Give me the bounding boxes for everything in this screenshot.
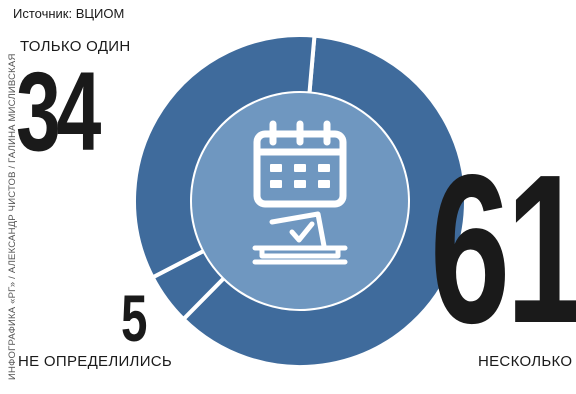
label-several: НЕСКОЛЬКО [478, 353, 573, 370]
value-undecided: 5 [121, 281, 147, 355]
label-only-one: ТОЛЬКО ОДИН [20, 38, 131, 55]
calendar-ballot-box-icon [252, 120, 348, 265]
value-only-one: 34 [16, 49, 101, 174]
value-several: 61 [430, 130, 576, 367]
source-note: Источник: ВЦИОМ [13, 6, 125, 21]
label-undecided: НЕ ОПРЕДЕЛИЛИСЬ [18, 353, 173, 370]
